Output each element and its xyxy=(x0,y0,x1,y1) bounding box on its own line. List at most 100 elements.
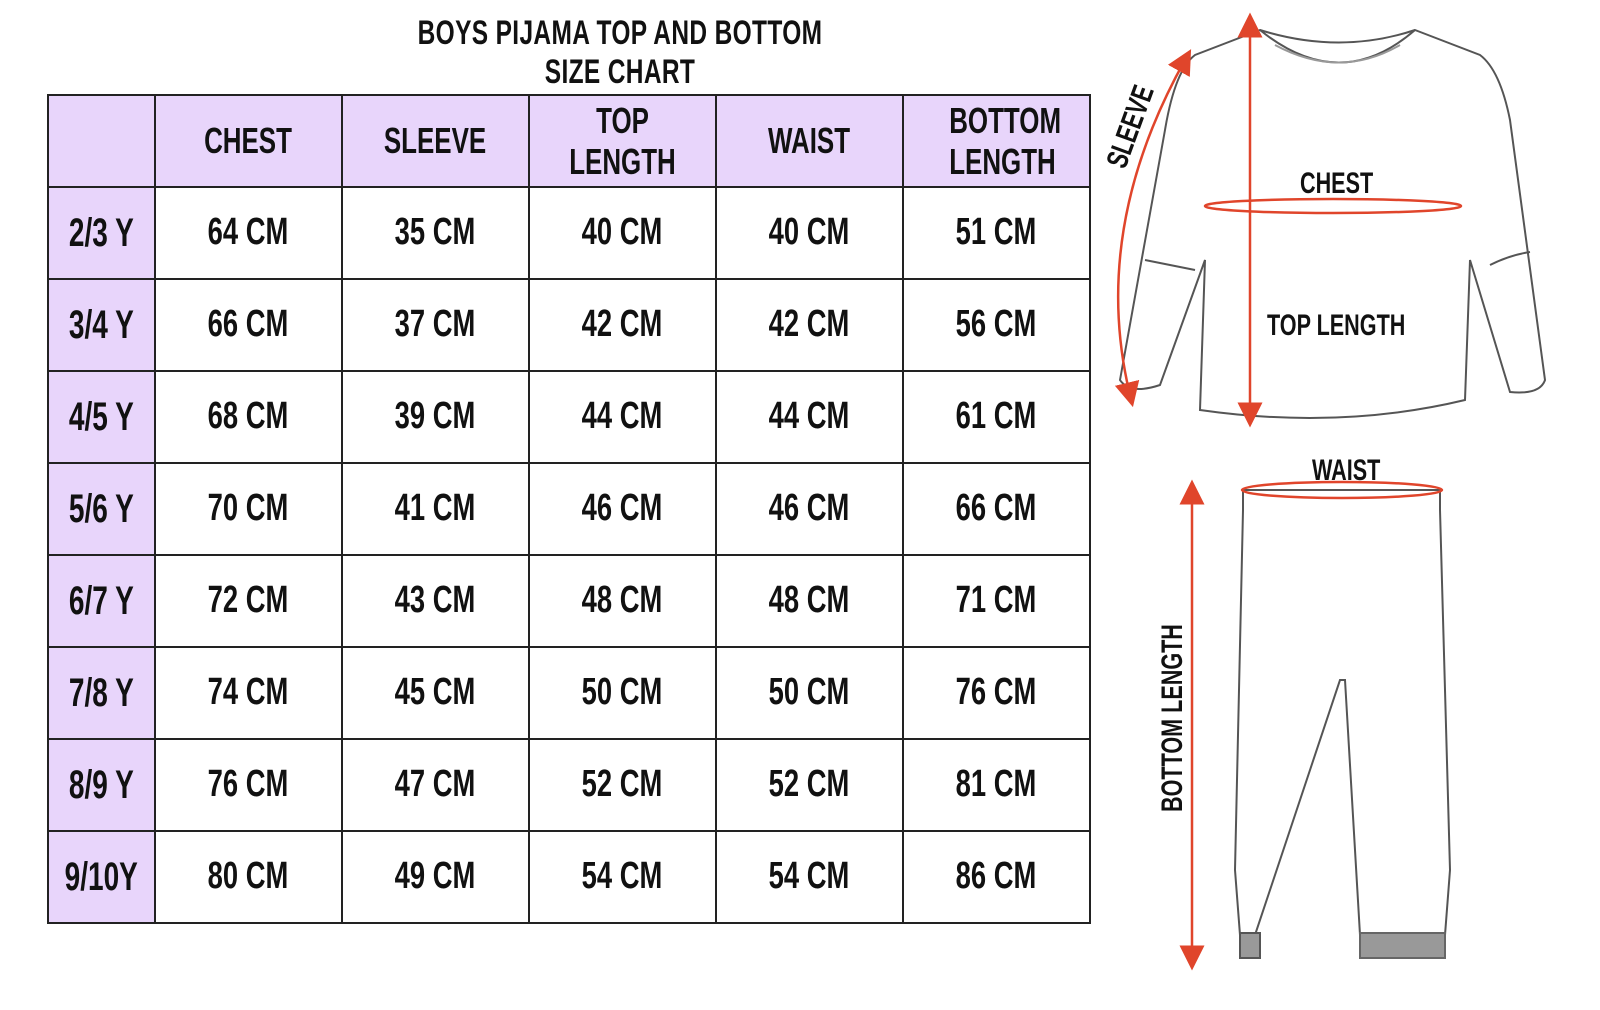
measurement-value: 44 CM xyxy=(581,395,663,438)
sleeve-measure-line xyxy=(1114,49,1192,408)
measurement-cell: 41 CM xyxy=(340,462,530,556)
measurement-cell: 46 CM xyxy=(714,462,904,556)
column-header-label: WAIST xyxy=(767,120,851,162)
measurement-value: 74 CM xyxy=(207,671,289,714)
measurement-cell: 52 CM xyxy=(714,738,904,832)
measurement-cell: 35 CM xyxy=(340,186,530,280)
size-label: 5/6 Y xyxy=(68,486,134,531)
measurement-cell: 44 CM xyxy=(714,370,904,464)
size-label: 7/8 Y xyxy=(68,670,134,715)
measurement-value: 43 CM xyxy=(394,579,476,622)
size-cell: 3/4 Y xyxy=(47,278,156,372)
measurement-value: 47 CM xyxy=(394,763,476,806)
column-header: CHEST xyxy=(153,94,343,188)
measurement-cell: 52 CM xyxy=(527,738,717,832)
measurement-value: 42 CM xyxy=(581,303,663,346)
measurement-cell: 76 CM xyxy=(153,738,343,832)
measurement-value: 39 CM xyxy=(394,395,476,438)
measurement-value: 35 CM xyxy=(394,211,476,254)
table-row: 7/8 Y 74 CM 45 CM 50 CM 50 CM 76 CM xyxy=(47,646,1091,740)
measurement-cell: 81 CM xyxy=(901,738,1091,832)
size-cell: 8/9 Y xyxy=(47,738,156,832)
measurement-value: 70 CM xyxy=(207,487,289,530)
size-label: 4/5 Y xyxy=(68,394,134,439)
table-row: 2/3 Y 64 CM 35 CM 40 CM 40 CM 51 CM xyxy=(47,186,1091,280)
measurement-value: 86 CM xyxy=(955,855,1037,898)
measurement-value: 76 CM xyxy=(955,671,1037,714)
measurement-cell: 66 CM xyxy=(901,462,1091,556)
measurement-value: 72 CM xyxy=(207,579,289,622)
measurement-value: 48 CM xyxy=(581,579,663,622)
measurement-value: 50 CM xyxy=(581,671,663,714)
top-length-label: TOP LENGTH xyxy=(1267,307,1405,341)
column-header-label: TOP LENGTH xyxy=(568,99,676,182)
measurement-cell: 49 CM xyxy=(340,830,530,924)
measurement-cell: 39 CM xyxy=(340,370,530,464)
chest-measure-line xyxy=(1203,197,1463,215)
measurement-value: 66 CM xyxy=(207,303,289,346)
sleeve-label: SLEEVE xyxy=(1099,81,1160,173)
measurement-cell: 44 CM xyxy=(527,370,717,464)
measurement-cell: 46 CM xyxy=(527,462,717,556)
column-header: SLEEVE xyxy=(340,94,530,188)
measurement-value: 42 CM xyxy=(768,303,850,346)
size-label: 2/3 Y xyxy=(68,210,134,255)
measurement-cell: 42 CM xyxy=(714,278,904,372)
measurement-value: 71 CM xyxy=(955,579,1037,622)
pajama-top-drawing xyxy=(1118,28,1547,419)
measurement-value: 68 CM xyxy=(207,395,289,438)
measurement-cell: 86 CM xyxy=(901,830,1091,924)
size-cell: 7/8 Y xyxy=(47,646,156,740)
waist-label: WAIST xyxy=(1312,452,1380,486)
size-table: CHEST SLEEVE TOP LENGTH WAIST BOTTOM LENGTH 2… xyxy=(47,94,1091,924)
header-row: CHEST SLEEVE TOP LENGTH WAIST BOTTOM LENGTH xyxy=(47,94,1091,188)
size-cell: 5/6 Y xyxy=(47,462,156,556)
measurement-cell: 66 CM xyxy=(153,278,343,372)
table-row: 9/10Y 80 CM 49 CM 54 CM 54 CM 86 CM xyxy=(47,830,1091,924)
measurement-cell: 74 CM xyxy=(153,646,343,740)
measurement-cell: 61 CM xyxy=(901,370,1091,464)
column-header-label: CHEST xyxy=(204,120,292,162)
size-label: 8/9 Y xyxy=(68,762,134,807)
measurement-cell: 40 CM xyxy=(527,186,717,280)
measurement-value: 52 CM xyxy=(581,763,663,806)
measurement-cell: 64 CM xyxy=(153,186,343,280)
table-row: 4/5 Y 68 CM 39 CM 44 CM 44 CM 61 CM xyxy=(47,370,1091,464)
measurement-value: 50 CM xyxy=(768,671,850,714)
measurement-value: 51 CM xyxy=(955,211,1037,254)
measurement-value: 46 CM xyxy=(768,487,850,530)
measurement-value: 81 CM xyxy=(955,763,1037,806)
column-header xyxy=(47,94,156,188)
column-header-label: SLEEVE xyxy=(383,120,487,162)
measurement-value: 46 CM xyxy=(581,487,663,530)
table-row: 8/9 Y 76 CM 47 CM 52 CM 52 CM 81 CM xyxy=(47,738,1091,832)
measurement-value: 37 CM xyxy=(394,303,476,346)
chest-label: CHEST xyxy=(1300,165,1373,199)
bottom-length-label: BOTTOM LENGTH xyxy=(1154,624,1188,812)
measurement-value: 64 CM xyxy=(207,211,289,254)
size-cell: 9/10Y xyxy=(47,830,156,924)
measurement-value: 66 CM xyxy=(955,487,1037,530)
measurement-cell: 54 CM xyxy=(527,830,717,924)
measurement-cell: 50 CM xyxy=(714,646,904,740)
size-cell: 4/5 Y xyxy=(47,370,156,464)
measurement-value: 61 CM xyxy=(955,395,1037,438)
page-title: BOYS PIJAMA TOP AND BOTTOM SIZE CHART xyxy=(417,14,823,91)
measurement-cell: 43 CM xyxy=(340,554,530,648)
measurement-value: 52 CM xyxy=(768,763,850,806)
column-header-label: BOTTOM LENGTH xyxy=(949,99,1062,182)
measurement-value: 54 CM xyxy=(768,855,850,898)
measurement-cell: 68 CM xyxy=(153,370,343,464)
measurement-value: 49 CM xyxy=(394,855,476,898)
measurement-cell: 50 CM xyxy=(527,646,717,740)
measurement-cell: 76 CM xyxy=(901,646,1091,740)
measurement-value: 45 CM xyxy=(394,671,476,714)
measurement-cell: 40 CM xyxy=(714,186,904,280)
measurement-cell: 47 CM xyxy=(340,738,530,832)
measurement-value: 44 CM xyxy=(768,395,850,438)
size-label: 6/7 Y xyxy=(68,578,134,623)
measurement-cell: 42 CM xyxy=(527,278,717,372)
measurement-cell: 37 CM xyxy=(340,278,530,372)
size-label: 3/4 Y xyxy=(68,302,134,347)
